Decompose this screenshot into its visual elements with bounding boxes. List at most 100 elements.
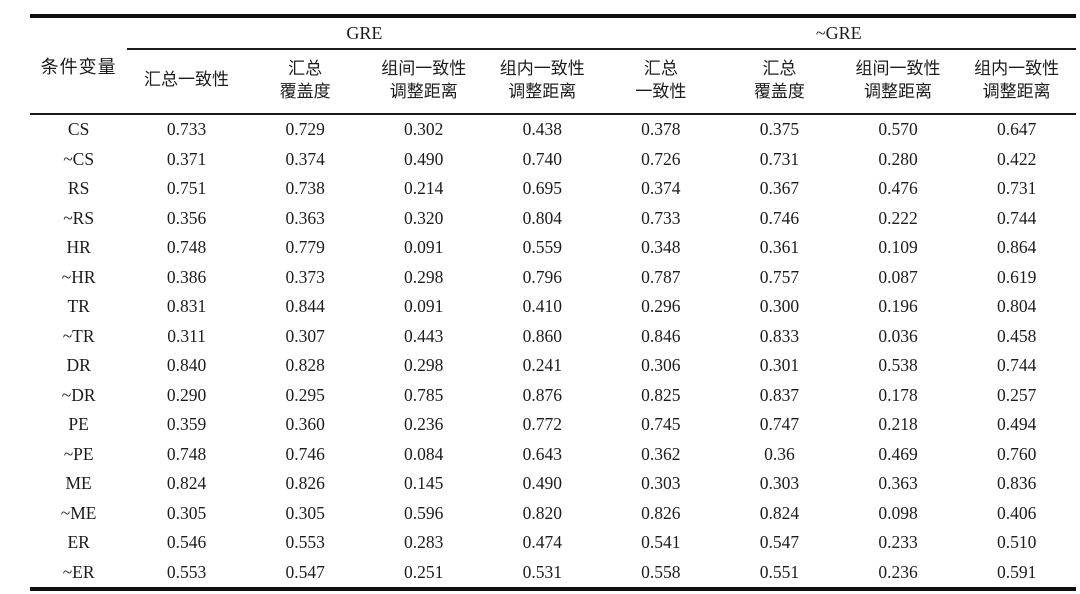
cell-value: 0.178: [878, 384, 918, 405]
table-row: ~PE 0.748 0.746 0.084 0.643 0.362 0.36 0.469 0.7…: [30, 440, 1076, 470]
cell-value: 0.410: [522, 296, 562, 317]
cell-value: 0.876: [522, 384, 562, 405]
cell-value: 0.257: [996, 384, 1037, 405]
cell-value: 0.490: [404, 148, 444, 169]
row-label: ~RS: [63, 207, 95, 228]
table-row: HR 0.748 0.779 0.091 0.559 0.348 0.361 0.109 0.8…: [30, 233, 1076, 263]
cell-value: 0.469: [878, 443, 918, 464]
subheader-col-5: 汇总 覆盖度: [720, 49, 839, 115]
cell-value: 0.785: [404, 384, 444, 405]
table-row: CS 0.733 0.729 0.302 0.438 0.378 0.375 0.570 0.6…: [30, 114, 1076, 145]
cell-value: 0.745: [641, 414, 681, 435]
row-label: ~HR: [61, 266, 96, 287]
cell-value: 0.218: [878, 414, 918, 435]
table-row: TR 0.831 0.844 0.091 0.410 0.296 0.300 0.196 0.8…: [30, 292, 1076, 322]
cell-value: 0.373: [285, 266, 325, 287]
row-label: PE: [68, 414, 89, 435]
cell-value: 0.236: [878, 561, 918, 582]
table-row: ~DR 0.290 0.295 0.785 0.876 0.825 0.837 0.178 0.…: [30, 381, 1076, 411]
cell-value: 0.306: [641, 355, 681, 376]
cell-value: 0.367: [759, 178, 800, 199]
cell-value: 0.443: [404, 325, 444, 346]
cell-value: 0.476: [878, 178, 918, 199]
cell-value: 0.772: [522, 414, 562, 435]
cell-value: 0.746: [759, 207, 800, 228]
cell-value: 0.298: [404, 266, 444, 287]
cell-value: 0.547: [285, 561, 325, 582]
cell-value: 0.251: [404, 561, 444, 582]
cell-value: 0.320: [404, 207, 444, 228]
subheader-row: 汇总一致性 汇总 覆盖度 组间一致性 调整距离 组内一致性 调整距离 汇总 一致性 汇总 覆盖度 组间…: [30, 49, 1076, 115]
cell-value: 0.546: [166, 532, 207, 553]
cell-value: 0.860: [522, 325, 562, 346]
cell-value: 0.378: [641, 119, 681, 140]
cell-value: 0.303: [641, 473, 681, 494]
cell-value: 0.757: [759, 266, 800, 287]
cell-value: 0.241: [522, 355, 562, 376]
cell-value: 0.290: [166, 384, 207, 405]
cell-value: 0.303: [759, 473, 800, 494]
group-header-gre: GRE: [127, 16, 602, 50]
cell-value: 0.825: [641, 384, 681, 405]
cell-value: 0.824: [759, 502, 800, 523]
cell-value: 0.374: [285, 148, 325, 169]
cell-value: 0.726: [641, 148, 681, 169]
row-label: ~ME: [60, 502, 97, 523]
table-row: ME 0.824 0.826 0.145 0.490 0.303 0.303 0.363 0.8…: [30, 469, 1076, 499]
subheader-col-6: 组间一致性 调整距离: [838, 49, 958, 115]
cell-value: 0.362: [641, 443, 681, 464]
group-header-row: 条件变量 GRE ~GRE: [30, 16, 1076, 115]
cell-value: 0.301: [759, 355, 800, 376]
cell-value: 0.296: [641, 296, 681, 317]
cell-value: 0.647: [996, 119, 1037, 140]
cell-value: 0.386: [166, 266, 207, 287]
cell-value: 0.371: [166, 148, 207, 169]
qca-results-table: 条件变量 GRE ~GRE 汇总一致性 汇总 覆盖度 组间一致性 调整距离 组内一致性 调整…: [30, 14, 1076, 591]
cell-value: 0.360: [285, 414, 325, 435]
table-row: ~ME 0.305 0.305 0.596 0.820 0.826 0.824 0.098 0.…: [30, 499, 1076, 529]
cell-value: 0.298: [404, 355, 444, 376]
cell-value: 0.510: [996, 532, 1037, 553]
cell-value: 0.744: [996, 207, 1037, 228]
cell-value: 0.036: [878, 325, 918, 346]
cell-value: 0.833: [759, 325, 800, 346]
cell-value: 0.747: [759, 414, 800, 435]
cell-value: 0.422: [996, 148, 1037, 169]
cell-value: 0.559: [522, 237, 562, 258]
cell-value: 0.787: [641, 266, 681, 287]
cell-value: 0.836: [996, 473, 1037, 494]
table-row: ~RS 0.356 0.363 0.320 0.804 0.733 0.746 0.222 0.…: [30, 204, 1076, 234]
cell-value: 0.824: [166, 473, 207, 494]
row-label: ~CS: [63, 148, 95, 169]
cell-value: 0.760: [996, 443, 1037, 464]
cell-value: 0.796: [522, 266, 562, 287]
cell-value: 0.374: [641, 178, 681, 199]
cell-value: 0.375: [759, 119, 800, 140]
cell-value: 0.494: [996, 414, 1037, 435]
cell-value: 0.311: [167, 325, 206, 346]
cell-value: 0.840: [166, 355, 207, 376]
cell-value: 0.844: [285, 296, 325, 317]
row-label: HR: [66, 237, 91, 258]
cell-value: 0.084: [404, 443, 444, 464]
cell-value: 0.553: [285, 532, 325, 553]
table-row: ~HR 0.386 0.373 0.298 0.796 0.787 0.757 0.087 0.…: [30, 263, 1076, 293]
cell-value: 0.695: [522, 178, 562, 199]
row-label: ~PE: [63, 443, 94, 464]
cell-value: 0.733: [641, 207, 681, 228]
table-header: 条件变量 GRE ~GRE 汇总一致性 汇总 覆盖度 组间一致性 调整距离 组内一致性 调整…: [30, 16, 1076, 115]
cell-value: 0.731: [759, 148, 800, 169]
cell-value: 0.748: [166, 443, 207, 464]
cell-value: 0.831: [166, 296, 207, 317]
table-row: DR 0.840 0.828 0.298 0.241 0.306 0.301 0.538 0.7…: [30, 351, 1076, 381]
cell-value: 0.804: [522, 207, 562, 228]
row-label: TR: [67, 296, 90, 317]
cell-value: 0.305: [285, 502, 325, 523]
cell-value: 0.307: [285, 325, 325, 346]
cell-value: 0.740: [522, 148, 562, 169]
cell-value: 0.474: [522, 532, 562, 553]
cell-value: 0.744: [996, 355, 1037, 376]
cell-value: 0.348: [641, 237, 681, 258]
cell-value: 0.837: [759, 384, 800, 405]
